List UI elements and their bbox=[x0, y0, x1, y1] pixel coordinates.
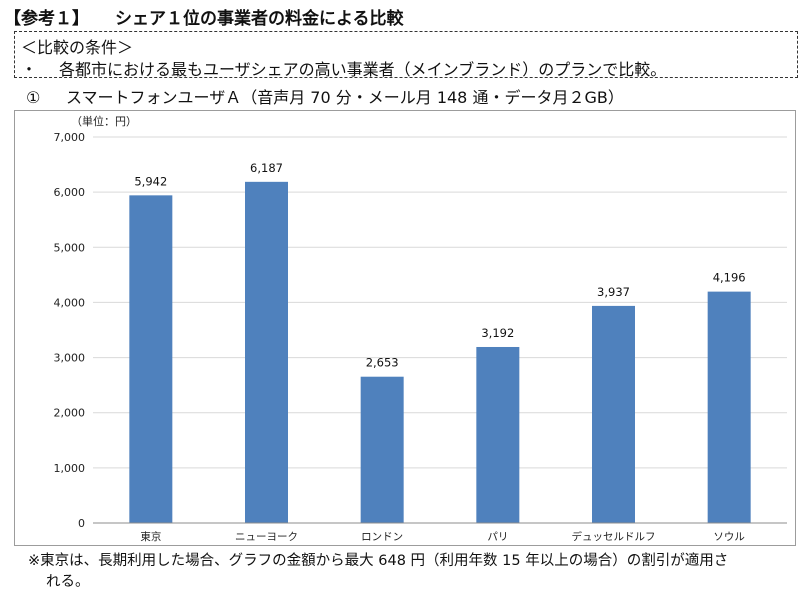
x-tick-label: ニューヨーク bbox=[235, 531, 298, 543]
x-tick-label: ロンドン bbox=[361, 531, 403, 543]
data-label: 5,942 bbox=[134, 174, 167, 188]
data-label: 4,196 bbox=[713, 271, 746, 285]
x-tick-label: ソウル bbox=[713, 531, 745, 543]
y-tick-label: 5,000 bbox=[54, 241, 86, 254]
x-axis-ticks: 東京 ニューヨーク ロンドン パリ デュッセルドルフ ソウル bbox=[140, 530, 745, 543]
y-tick-label: 0 bbox=[78, 517, 85, 530]
data-label: 6,187 bbox=[250, 161, 283, 175]
x-tick-label: デュッセルドルフ bbox=[572, 530, 656, 543]
bar bbox=[592, 305, 635, 523]
bar bbox=[360, 376, 404, 523]
heading-title: シェア１位の事業者の料金による比較 bbox=[115, 9, 404, 29]
y-tick-label: 2,000 bbox=[54, 407, 86, 420]
chart-subtitle: ① スマートフォンユーザＡ（音声月 70 分・メール月 148 通・データ月２GB… bbox=[26, 84, 624, 108]
bullet-mark: ・ bbox=[21, 60, 38, 79]
y-axis-ticks: 0 1,000 2,000 3,000 4,000 5,000 6,000 7,000 bbox=[54, 131, 86, 530]
bar bbox=[245, 181, 288, 523]
data-label: 2,653 bbox=[366, 356, 399, 370]
conditions-text: 各都市における最もユーザシェアの高い事業者（メインブランド）のプランで比較。 bbox=[59, 60, 667, 79]
conditions-box: ＜比較の条件＞ ・ 各都市における最もユーザシェアの高い事業者（メインブランド）の… bbox=[14, 31, 798, 80]
bar bbox=[707, 291, 751, 523]
conditions-title: ＜比較の条件＞ bbox=[21, 38, 134, 57]
y-tick-label: 4,000 bbox=[54, 296, 86, 309]
subtitle-text: スマートフォンユーザＡ（音声月 70 分・メール月 148 通・データ月２GB） bbox=[66, 88, 624, 107]
subtitle-number: ① bbox=[26, 88, 41, 107]
y-tick-label: 3,000 bbox=[54, 352, 86, 365]
bar-chart: （単位：円） 0 1,000 2,000 3,000 4,000 5,000 6,000 7,… bbox=[54, 114, 787, 543]
data-label: 3,937 bbox=[597, 285, 630, 299]
y-tick-label: 6,000 bbox=[54, 186, 86, 199]
x-tick-label: 東京 bbox=[140, 530, 161, 543]
bar bbox=[129, 195, 173, 524]
slide-heading: 【参考１】 シェア１位の事業者の料金による比較 bbox=[4, 4, 404, 29]
y-tick-label: 1,000 bbox=[54, 462, 86, 475]
x-tick-label: パリ bbox=[487, 531, 508, 543]
data-labels: 5,942 6,187 2,653 3,192 3,937 4,196 bbox=[134, 161, 745, 370]
heading-tag: 【参考１】 bbox=[4, 9, 89, 29]
footnote-line-2: れる。 bbox=[46, 574, 90, 590]
bars bbox=[129, 181, 751, 524]
unit-label: （単位：円） bbox=[71, 114, 137, 128]
footnote-line-1: ※東京は、長期利用した場合、グラフの金額から最大 648 円（利用年数 15 年… bbox=[28, 553, 729, 569]
data-label: 3,192 bbox=[481, 326, 514, 340]
bar bbox=[476, 346, 520, 523]
chart-frame: （単位：円） 0 1,000 2,000 3,000 4,000 5,000 6,000 7,… bbox=[14, 110, 796, 546]
footnote: ※東京は、長期利用した場合、グラフの金額から最大 648 円（利用年数 15 年… bbox=[28, 551, 788, 593]
conditions-item: ・ 各都市における最もユーザシェアの高い事業者（メインブランド）のプランで比較。 bbox=[21, 56, 666, 80]
grid-lines bbox=[93, 136, 787, 469]
y-tick-label: 7,000 bbox=[54, 131, 86, 144]
